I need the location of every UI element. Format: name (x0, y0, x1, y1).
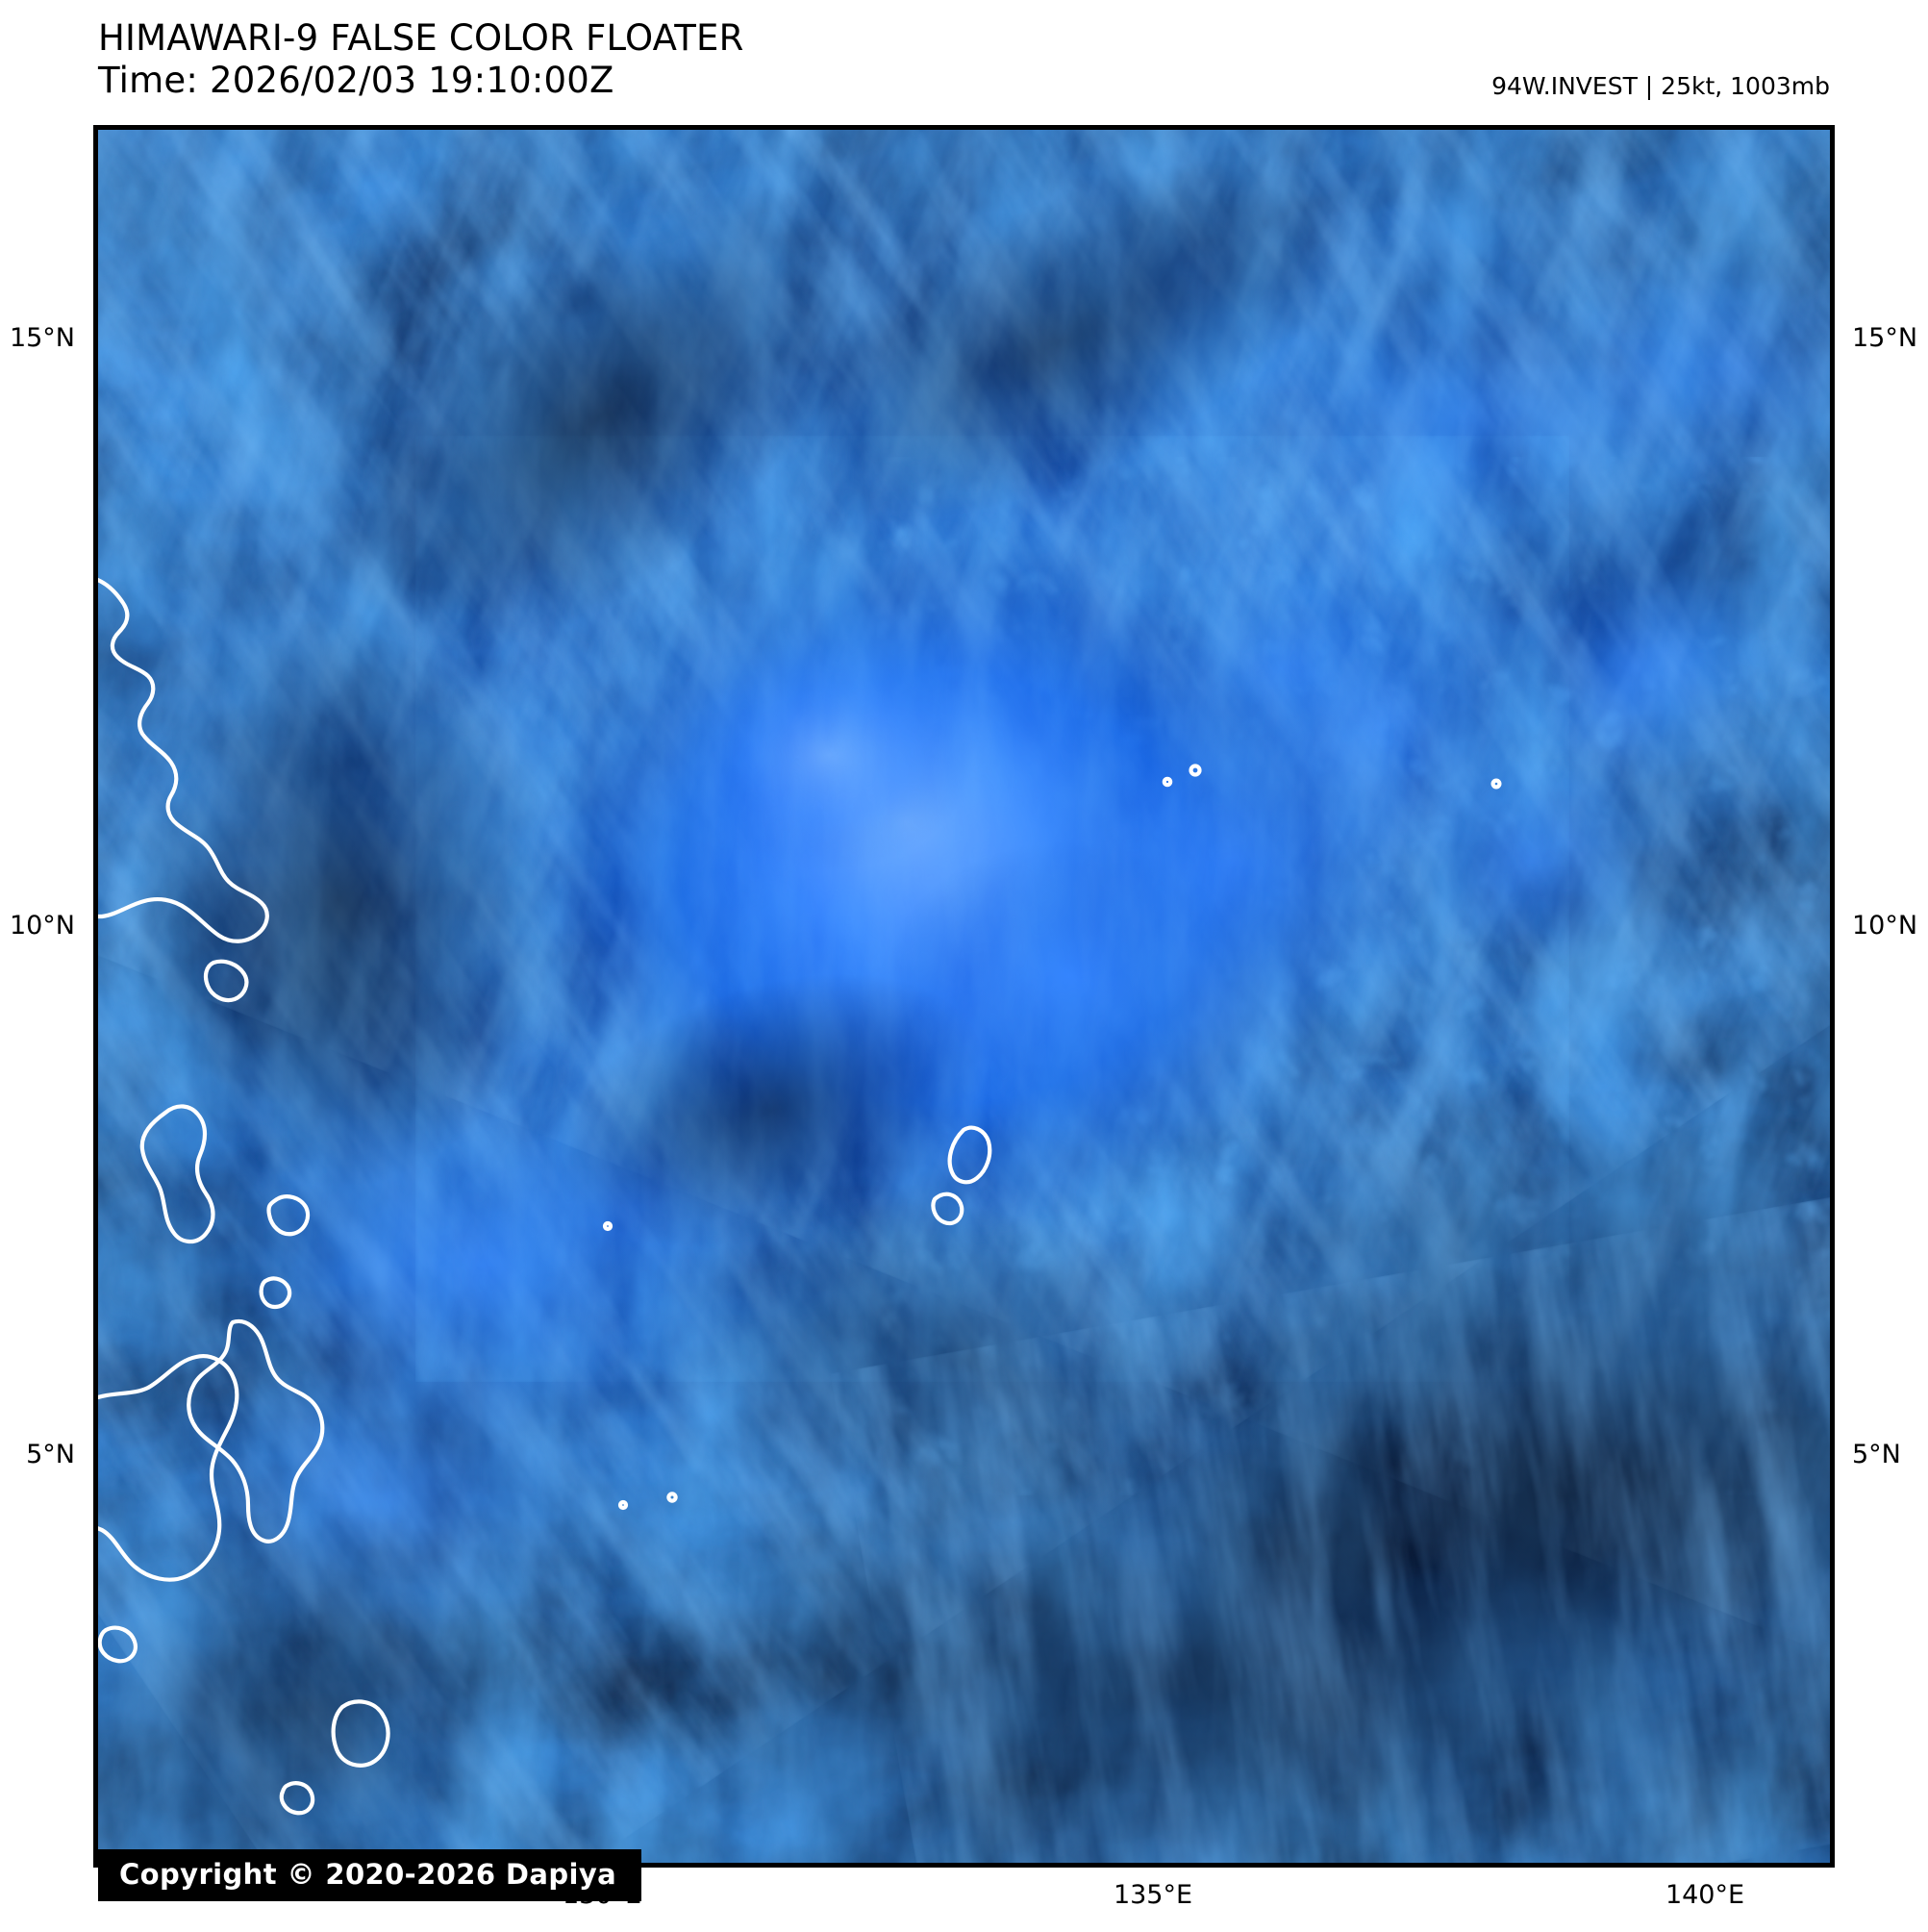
lat-tick-left-0: 15°N (9, 323, 75, 353)
coastline-overlay (98, 577, 1502, 1816)
copyright-text: Copyright © 2020-2026 Dapiya (119, 1858, 617, 1891)
storm-metadata-label: 94W.INVEST | 25kt, 1003mb (1491, 72, 1830, 100)
header: HIMAWARI-9 FALSE COLOR FLOATER Time: 202… (0, 0, 1928, 130)
satellite-imagery (98, 130, 1830, 1863)
lat-tick-left-1: 10°N (9, 911, 75, 941)
lat-tick-right-0: 15°N (1852, 323, 1918, 353)
satellite-image-panel[interactable] (98, 130, 1830, 1863)
lon-tick-2: 140°E (1665, 1880, 1745, 1910)
lon-tick-1: 135°E (1113, 1880, 1193, 1910)
lat-tick-left-2: 5°N (26, 1440, 75, 1469)
lat-tick-right-1: 10°N (1852, 911, 1918, 941)
copyright-banner: Copyright © 2020-2026 Dapiya (98, 1849, 642, 1901)
timestamp-label: Time: 2026/02/03 19:10:00Z (98, 60, 614, 101)
lat-tick-right-2: 5°N (1852, 1440, 1901, 1469)
page-title: HIMAWARI-9 FALSE COLOR FLOATER (98, 17, 744, 59)
